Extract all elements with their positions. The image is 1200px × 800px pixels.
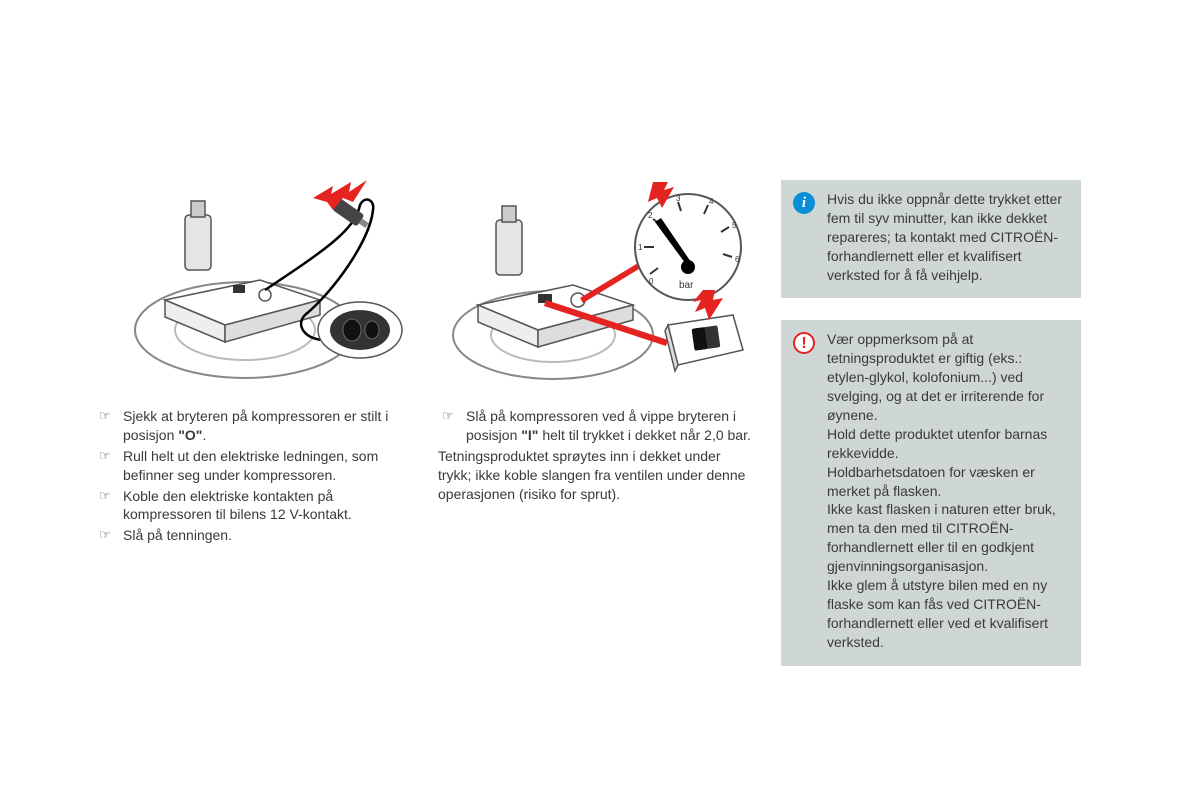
bullet-item: Sjekk at bryteren på kompressoren er sti… [95, 407, 410, 445]
bullet-item: Slå på tenningen. [95, 526, 410, 545]
info-icon: i [793, 192, 815, 214]
svg-text:3: 3 [676, 194, 681, 203]
svg-text:0: 0 [649, 277, 654, 286]
svg-text:2: 2 [648, 211, 653, 220]
mid-body-text: Tetningsproduktet sprøytes inn i dekket … [438, 447, 753, 504]
column-left: Sjekk at bryteren på kompressoren er sti… [95, 180, 410, 666]
column-right: i Hvis du ikke oppnår dette trykket ette… [781, 180, 1081, 666]
illustration-gauge-switch: 0 1 2 3 4 5 6 bar [438, 180, 753, 385]
mid-bullet-list: Slå på kompressoren ved å vippe bryteren… [438, 407, 753, 445]
left-bullet-list: Sjekk at bryteren på kompressoren er sti… [95, 407, 410, 545]
svg-text:5: 5 [732, 221, 737, 230]
illustration-cable-plug [95, 180, 410, 385]
bullet-item: Koble den elektriske kontakten på kompre… [95, 487, 410, 525]
bullet-item: Slå på kompressoren ved å vippe bryteren… [438, 407, 753, 445]
column-middle: 0 1 2 3 4 5 6 bar [438, 180, 753, 666]
manual-page: Sjekk at bryteren på kompressoren er sti… [0, 0, 1200, 706]
warning-box: ! Vær oppmerksom på at tetningsproduktet… [781, 320, 1081, 665]
info-box: i Hvis du ikke oppnår dette trykket ette… [781, 180, 1081, 298]
gauge-unit-label: bar [679, 280, 694, 291]
svg-text:6: 6 [735, 255, 740, 264]
warning-box-text: Vær oppmerksom på at tetningsproduktet e… [827, 330, 1067, 651]
svg-text:1: 1 [638, 243, 643, 252]
warning-icon: ! [793, 332, 815, 354]
bullet-item: Rull helt ut den elektriske ledningen, s… [95, 447, 410, 485]
info-box-text: Hvis du ikke oppnår dette trykket etter … [827, 190, 1067, 284]
svg-text:4: 4 [709, 197, 714, 206]
